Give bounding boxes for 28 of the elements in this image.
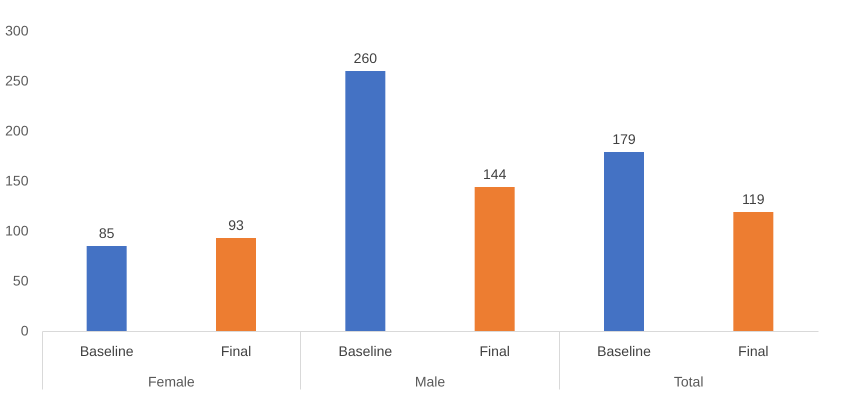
x-tick-label: Female [148,374,195,390]
y-tick-label: 200 [5,122,29,138]
series-label: Baseline [80,343,134,359]
data-label: 93 [228,217,244,233]
y-tick-label: 150 [5,172,29,188]
bar [216,238,256,331]
bar [86,246,127,331]
data-label: 85 [98,225,115,241]
series-label: Final [220,343,252,359]
bar [474,187,515,331]
x-tick-label: Male [414,374,446,390]
text: Baseline [597,343,651,359]
y-tick-label: 50 [12,272,29,288]
text: Final [479,343,510,359]
y-tick-label: 0 [20,322,29,338]
y-tick-label: 250 [5,72,29,88]
bar [604,152,644,331]
y-tick-label: 100 [5,222,29,238]
data-label: 260 [354,50,378,66]
text: Baseline [338,343,392,359]
data-label: 119 [742,191,765,207]
bar [345,71,386,331]
x-tick-label: Total [674,374,704,390]
data-label: 179 [612,131,636,147]
bar [733,212,774,331]
text: Final [738,343,769,359]
data-label: 144 [482,166,507,182]
y-tick-label: 300 [5,22,29,38]
